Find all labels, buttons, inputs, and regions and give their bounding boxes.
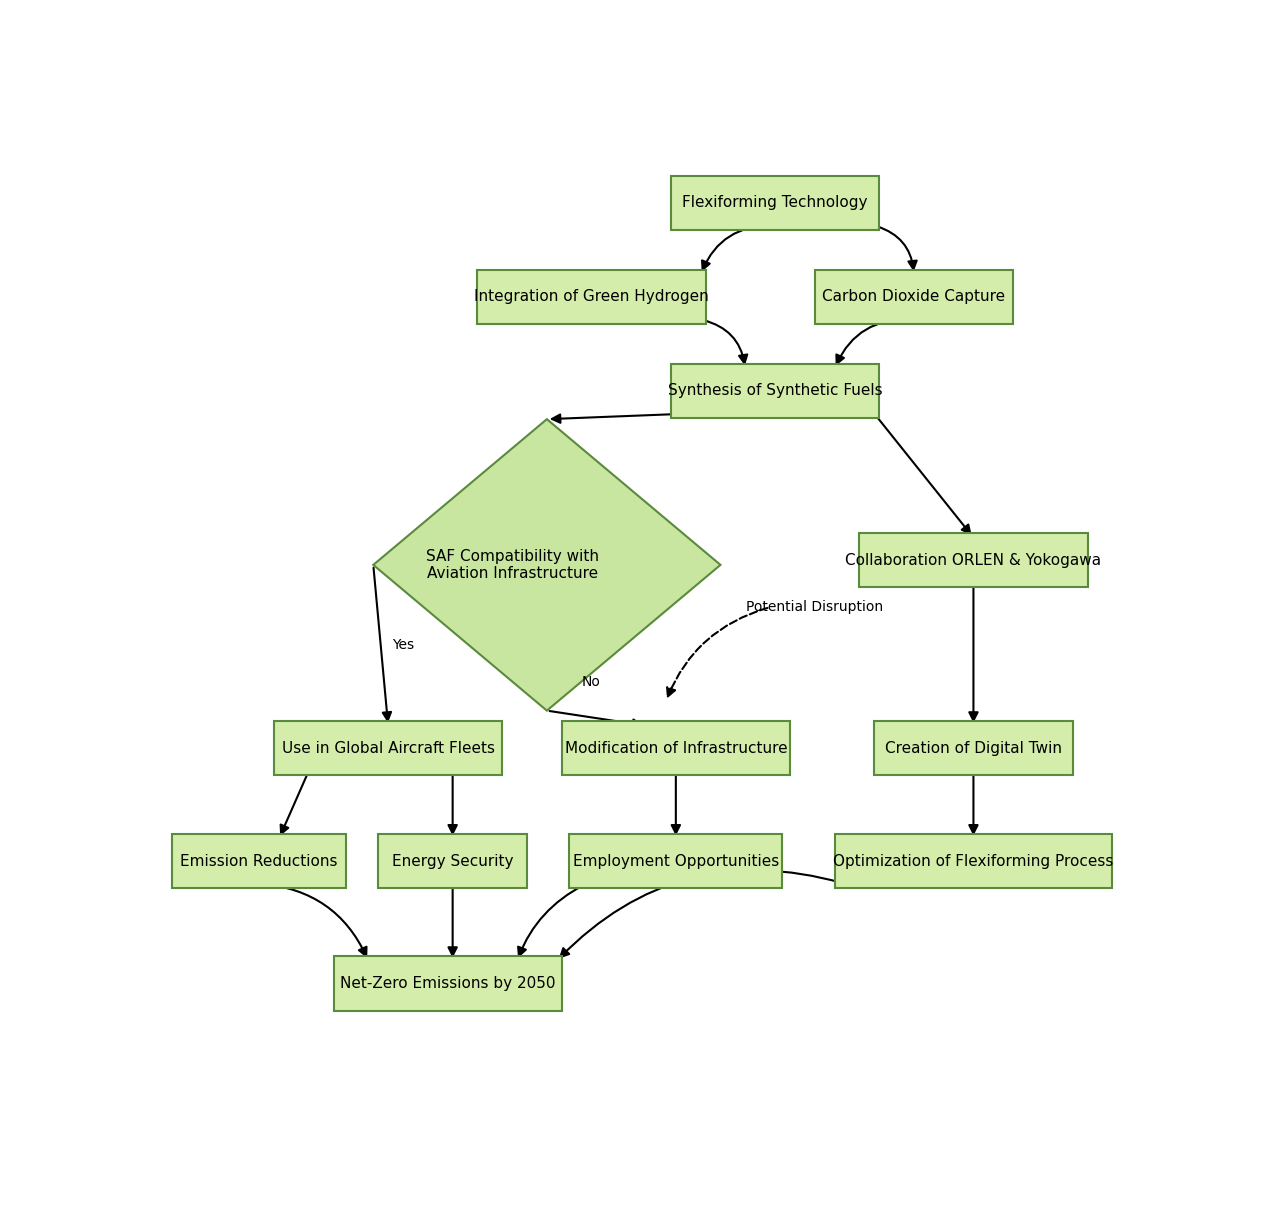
FancyBboxPatch shape xyxy=(477,270,705,325)
Text: Employment Opportunities: Employment Opportunities xyxy=(572,853,780,868)
Text: Flexiforming Technology: Flexiforming Technology xyxy=(682,195,868,210)
FancyBboxPatch shape xyxy=(835,834,1112,889)
Text: Potential Disruption: Potential Disruption xyxy=(746,601,883,614)
Text: Use in Global Aircraft Fleets: Use in Global Aircraft Fleets xyxy=(282,741,494,756)
FancyBboxPatch shape xyxy=(815,270,1014,325)
FancyBboxPatch shape xyxy=(874,720,1073,775)
Text: SAF Compatibility with
Aviation Infrastructure: SAF Compatibility with Aviation Infrastr… xyxy=(426,548,599,581)
Polygon shape xyxy=(374,419,721,711)
FancyBboxPatch shape xyxy=(570,834,782,889)
FancyBboxPatch shape xyxy=(274,720,502,775)
Text: Energy Security: Energy Security xyxy=(392,853,513,868)
Text: Net-Zero Emissions by 2050: Net-Zero Emissions by 2050 xyxy=(340,976,556,990)
FancyBboxPatch shape xyxy=(562,720,790,775)
FancyBboxPatch shape xyxy=(379,834,527,889)
FancyBboxPatch shape xyxy=(334,956,562,1011)
Text: Modification of Infrastructure: Modification of Infrastructure xyxy=(564,741,787,756)
Text: Emission Reductions: Emission Reductions xyxy=(180,853,338,868)
Text: No: No xyxy=(582,675,600,690)
Text: Yes: Yes xyxy=(392,637,415,652)
FancyBboxPatch shape xyxy=(671,364,879,419)
Text: Creation of Digital Twin: Creation of Digital Twin xyxy=(884,741,1062,756)
Text: Optimization of Flexiforming Process: Optimization of Flexiforming Process xyxy=(833,853,1114,868)
Text: Synthesis of Synthetic Fuels: Synthesis of Synthetic Fuels xyxy=(668,383,882,398)
Text: Integration of Green Hydrogen: Integration of Green Hydrogen xyxy=(474,289,709,304)
Text: Carbon Dioxide Capture: Carbon Dioxide Capture xyxy=(822,289,1006,304)
FancyBboxPatch shape xyxy=(173,834,346,889)
Text: Collaboration ORLEN & Yokogawa: Collaboration ORLEN & Yokogawa xyxy=(845,553,1102,568)
FancyBboxPatch shape xyxy=(859,532,1088,587)
FancyBboxPatch shape xyxy=(671,176,879,231)
